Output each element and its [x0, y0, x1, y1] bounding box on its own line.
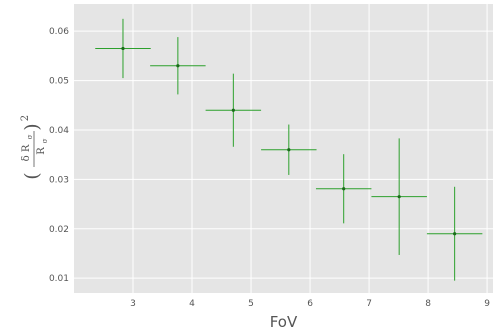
x-tick-label: 9 [484, 299, 490, 309]
y-label-open-paren: ( [21, 172, 43, 179]
data-point-group [371, 138, 427, 255]
y-axis-label: ( δ R σ R σ ) 2 [20, 115, 49, 180]
data-point-marker [231, 108, 235, 112]
x-tick-label: 5 [248, 299, 254, 309]
y-tick-label: 0.02 [49, 225, 69, 235]
data-point-group [205, 73, 262, 147]
data-point-marker [397, 195, 401, 199]
data-point-marker [453, 232, 457, 236]
x-tick-label: 4 [189, 299, 195, 309]
plot-background [74, 4, 493, 293]
data-points [95, 18, 483, 281]
y-label-denominator-sub: σ [41, 138, 49, 143]
y-label-numerator-sub: σ [26, 134, 34, 139]
y-tick-label: 0.04 [49, 126, 69, 136]
x-tick-label: 7 [366, 299, 372, 309]
data-point-marker [342, 187, 346, 191]
y-label-power: 2 [20, 115, 31, 121]
x-tick-label: 3 [130, 299, 136, 309]
y-tick-label: 0.05 [49, 77, 69, 87]
y-label-numerator: δ R [21, 144, 32, 161]
data-point-group [315, 154, 372, 224]
data-point-group [426, 186, 483, 281]
data-point-marker [176, 64, 180, 68]
grid-lines [74, 4, 493, 293]
data-point-group [261, 124, 317, 175]
data-point-group [95, 18, 151, 79]
data-point-marker [287, 148, 291, 152]
x-tick-label: 6 [307, 299, 313, 309]
y-label-close-paren: ) [21, 123, 43, 130]
y-label-denominator: R [36, 147, 47, 155]
x-tick-label: 8 [425, 299, 431, 309]
y-tick-label: 0.03 [49, 175, 69, 185]
data-point-group [150, 37, 206, 95]
data-point-marker [121, 46, 125, 51]
x-axis-label: FoV [270, 313, 298, 331]
y-tick-label: 0.06 [49, 27, 69, 37]
tick-labels: 3 4 5 6 7 8 9 0.01 0.02 0.03 0.04 0.05 0.06 [49, 27, 490, 309]
y-tick-label: 0.01 [49, 274, 69, 284]
